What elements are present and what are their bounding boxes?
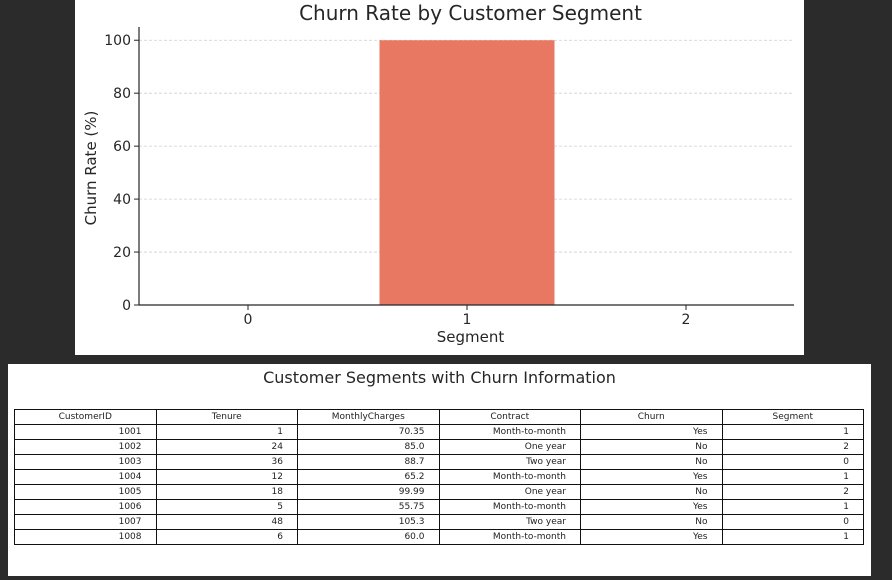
table-cell: 85.0 [297,439,440,455]
y-axis-title: Churn Rate (%) [82,111,100,226]
table-cell: 0 [721,514,864,530]
y-tick-label: 60 [113,139,131,155]
table-cell: 65.2 [297,469,440,485]
table-panel: Customer Segments with Churn Information… [8,364,871,576]
table-cell: 6 [155,529,298,545]
table-cell: Two year [438,514,581,530]
table-cell: 1008 [14,529,157,545]
table-cell: 24 [155,439,298,455]
table-cell: One year [438,484,581,500]
table-row: 1002 24 85.0 One year No 2 [14,439,864,455]
table-row: 1007 48 105.3 Two year No 0 [14,514,864,530]
table-row: 1001 1 70.35 Month-to-month Yes 1 [14,424,864,440]
table-cell: 1004 [14,469,157,485]
y-tick-label: 100 [104,33,131,49]
y-tick-label: 80 [113,86,131,102]
table-cell: 1003 [14,454,157,470]
table-cell: Yes [580,424,723,440]
x-tick-label: 1 [463,312,472,328]
bar-chart-panel: 0 20 40 60 80 100 0 1 2 Churn Rate by Customer Se… [75,0,804,355]
table-cell: 99.99 [297,484,440,500]
table-cell: Yes [580,469,723,485]
table-cell: No [580,454,723,470]
table-cell: 1 [721,424,864,440]
table-cell: One year [438,439,581,455]
table-cell: 1001 [14,424,157,440]
table-cell: 0 [721,454,864,470]
table-cell: 2 [721,439,864,455]
table-cell: 48 [155,514,298,530]
table-cell: 1007 [14,514,157,530]
y-tick-label: 0 [122,298,131,314]
table-cell: Month-to-month [438,469,581,485]
table-cell: 36 [155,454,298,470]
table-cell: Month-to-month [438,499,581,515]
table-cell: 55.75 [297,499,440,515]
table-body: 1001 1 70.35 Month-to-month Yes 1 1002 24 85.0 On… [14,424,864,545]
chart-title: Churn Rate by Customer Segment [299,1,642,25]
table-row: 1008 6 60.0 Month-to-month Yes 1 [14,529,864,545]
table-cell: 1 [155,424,298,440]
table-cell: 88.7 [297,454,440,470]
table-cell: No [580,439,723,455]
table-cell: 5 [155,499,298,515]
table-cell: 70.35 [297,424,440,440]
table-cell: 1006 [14,499,157,515]
bar-1 [379,40,555,305]
table-cell: 1 [721,469,864,485]
table-cell: 18 [155,484,298,500]
table-cell: Two year [438,454,581,470]
table-cell: 60.0 [297,529,440,545]
y-tick-label: 20 [113,245,131,261]
x-tick-label: 2 [682,312,691,328]
table-cell: Month-to-month [438,424,581,440]
table-row: 1004 12 65.2 Month-to-month Yes 1 [14,469,864,485]
segments-table: CustomerID Tenure MonthlyCharges Contract Ch… [14,409,864,545]
table-cell: 12 [155,469,298,485]
table-cell: Yes [580,529,723,545]
table-cell: 1005 [14,484,157,500]
table-cell: Yes [580,499,723,515]
column-header: MonthlyCharges [297,409,440,425]
table-title: Customer Segments with Churn Information [263,368,616,387]
x-axis-title: Segment [437,328,505,346]
column-header: Churn [580,409,723,425]
table-row: 1005 18 99.99 One year No 2 [14,484,864,500]
table-cell: 1002 [14,439,157,455]
column-header: Segment [721,409,864,425]
table-cell: No [580,484,723,500]
table-cell: 2 [721,484,864,500]
table-cell: No [580,514,723,530]
table-header-row: CustomerID Tenure MonthlyCharges Contract Ch… [14,409,864,425]
column-header: Tenure [155,409,298,425]
column-header: Contract [438,409,581,425]
table-cell: 105.3 [297,514,440,530]
column-header: CustomerID [14,409,157,425]
x-tick-label: 0 [244,312,253,328]
bar-chart: 0 20 40 60 80 100 0 1 2 Churn Rate by Customer Se… [82,1,794,346]
table-row: 1003 36 88.7 Two year No 0 [14,454,864,470]
y-tick-label: 40 [113,192,131,208]
table-cell: Month-to-month [438,529,581,545]
table-row: 1006 5 55.75 Month-to-month Yes 1 [14,499,864,515]
table-cell: 1 [721,529,864,545]
table-cell: 1 [721,499,864,515]
